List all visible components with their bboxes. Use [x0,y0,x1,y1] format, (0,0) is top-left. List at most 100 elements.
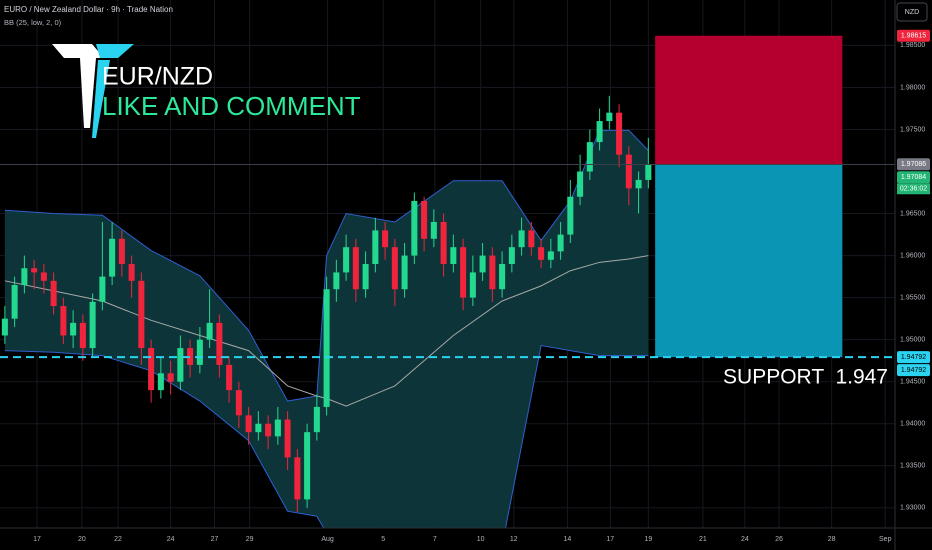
candle-body [274,419,281,437]
candle-body [479,255,486,273]
candle-body [206,322,213,340]
candle-body [216,322,223,365]
candle-body [11,285,18,319]
candle-body [362,264,369,290]
candle-body [177,348,184,382]
candle-body [616,112,623,155]
logo-shape [52,44,104,58]
chart-title: EURO / New Zealand Dollar · 9h · Trade N… [4,5,173,14]
candle-body [60,306,67,336]
countdown: 02:36:02 [900,186,927,193]
candle-body [625,154,632,189]
x-tick-label: 17 [606,536,614,543]
candle-body [40,272,47,281]
candle-body [265,423,272,437]
logo-title: EUR/NZD [102,63,213,91]
candle-body [401,255,408,290]
logo-shape [80,58,96,128]
y-tick-label: 1.94500 [900,379,925,386]
axes: 1.93000 1.93500 1.94000 1.94500 1.95000 1.955… [33,29,930,543]
y-tick-label: 1.93500 [900,463,925,470]
x-tick-label: 22 [114,536,122,543]
x-tick-label: 27 [211,536,219,543]
x-tick-label: 21 [699,536,707,543]
candle-body [70,322,77,336]
candle-body [89,301,96,349]
currency-label[interactable]: NZD [905,9,919,16]
candle-body [284,419,291,458]
candle-body [372,230,379,264]
candle-body [586,142,593,172]
price-label-box [897,364,930,377]
price-label: 1.98615 [901,33,926,40]
y-tick-label: 1.98500 [900,42,925,49]
x-tick-label: 24 [167,536,175,543]
x-tick-label: 17 [33,536,41,543]
candle-body [460,247,467,298]
candle-body [547,251,554,260]
indicator-label: BB (25, low, 2, 0) [4,18,62,27]
target-zone [655,164,843,358]
candle-body [196,339,203,365]
price-label: 1.97086 [901,161,926,168]
y-tick-label: 1.96500 [900,210,925,217]
price-label-box [897,158,930,171]
currency-box[interactable] [896,2,928,22]
x-tick-label: 28 [828,536,836,543]
price-label-box [897,171,930,184]
candle-body [294,457,301,500]
x-tick-label: Aug [321,536,334,543]
price-label: 1.94792 [901,367,926,374]
logo-shape [92,60,110,138]
candle-body [235,390,242,416]
price-label: 1.97084 [901,174,926,181]
candle-body [489,255,496,290]
candle-body [440,221,447,264]
candle-body [167,373,174,382]
candle-body [352,247,359,290]
x-tick-label: 14 [564,536,572,543]
candle-body [430,221,437,239]
x-tick-label: 10 [477,536,485,543]
candle-body [323,289,330,407]
candle-body [577,171,584,197]
candle-body [1,318,8,336]
band-upper [4,129,649,402]
candle-body [255,423,262,433]
countdown-box [897,183,930,195]
candle-body [528,230,535,248]
x-tick-label: Sep [879,536,892,543]
candle-body [421,200,428,239]
x-tick-label: 26 [775,536,783,543]
support-annotation: SUPPORT 1.947 [723,366,888,389]
candle-body [596,121,603,143]
candle-body [508,247,515,264]
y-tick-label: 1.95000 [900,337,925,344]
x-tick-label: 12 [510,536,518,543]
candle-body [518,230,525,248]
candle-body [313,406,320,433]
candle-body [128,264,135,281]
candle-body [333,272,340,290]
candle-body [109,238,116,277]
candle-body [79,322,86,349]
candle-body [245,415,252,433]
x-tick-label: 5 [381,536,385,543]
x-tick-label: 7 [433,536,437,543]
candle-body [157,373,164,391]
y-tick-label: 1.94000 [900,421,925,428]
candle-body [469,272,476,298]
candle-body [450,247,457,264]
y-tick-label: 1.95500 [900,294,925,301]
x-tick-label: 19 [644,536,652,543]
x-tick-label: 20 [78,536,86,543]
band-lower [4,344,649,528]
candle-body [50,280,57,307]
y-tick-label: 1.93000 [900,505,925,512]
logo-shape [96,44,134,58]
y-tick-label: 1.97500 [900,126,925,133]
x-tick-label: 29 [246,536,254,543]
candle-body [31,268,38,273]
candle-body [343,247,350,273]
